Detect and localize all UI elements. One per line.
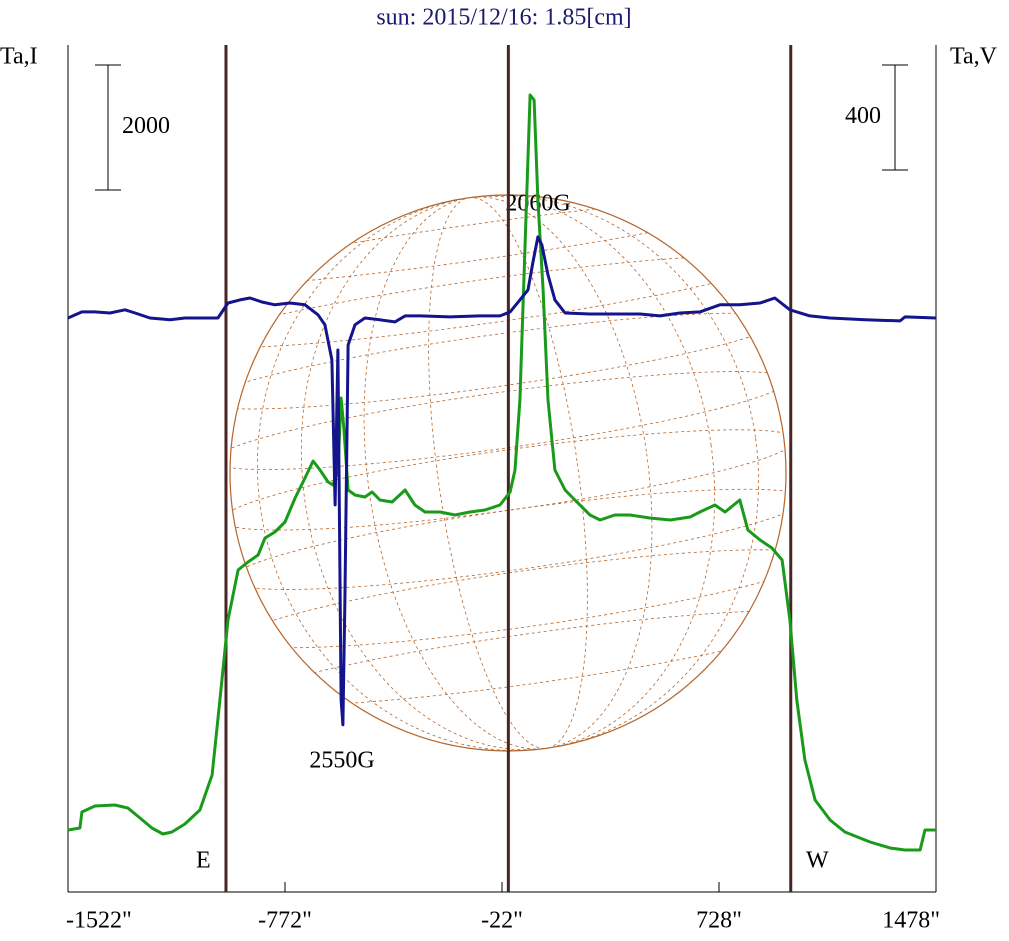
x-tick-label: -22" bbox=[481, 908, 523, 934]
annotation: W bbox=[806, 848, 829, 874]
annotation: 2550G bbox=[309, 748, 374, 774]
annotation: E bbox=[196, 848, 211, 874]
x-tick-label: 1478" bbox=[882, 908, 940, 934]
y2-axis-label: Ta,V bbox=[950, 44, 998, 70]
x-tick-label: -1522" bbox=[66, 908, 132, 934]
chart-title: sun: 2015/12/16: 1.85[cm] bbox=[376, 5, 631, 31]
x-tick-label: 728" bbox=[696, 908, 742, 934]
series-line bbox=[67, 235, 937, 727]
x-tick-label: -772" bbox=[258, 908, 312, 934]
y-axis-label: Ta,I bbox=[0, 44, 38, 70]
series-line bbox=[67, 93, 936, 852]
scale-bar-label: 400 bbox=[845, 103, 881, 129]
scale-bar-label: 2000 bbox=[122, 113, 170, 139]
